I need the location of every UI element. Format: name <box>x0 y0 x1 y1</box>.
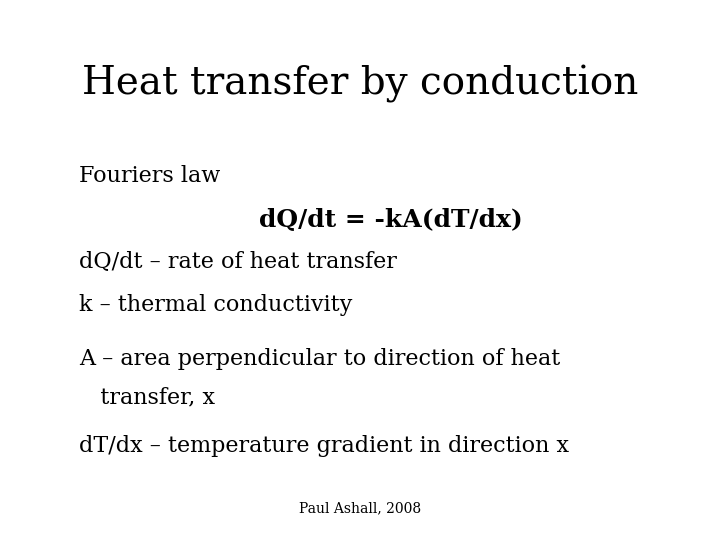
Text: dT/dx – temperature gradient in direction x: dT/dx – temperature gradient in directio… <box>79 435 570 457</box>
Text: Heat transfer by conduction: Heat transfer by conduction <box>82 65 638 103</box>
Text: A – area perpendicular to direction of heat: A – area perpendicular to direction of h… <box>79 348 560 370</box>
Text: Fouriers law: Fouriers law <box>79 165 220 187</box>
Text: k – thermal conductivity: k – thermal conductivity <box>79 294 353 316</box>
Text: Paul Ashall, 2008: Paul Ashall, 2008 <box>299 501 421 515</box>
Text: dQ/dt – rate of heat transfer: dQ/dt – rate of heat transfer <box>79 251 397 273</box>
Text: dQ/dt = -kA(dT/dx): dQ/dt = -kA(dT/dx) <box>259 208 523 232</box>
Text: transfer, x: transfer, x <box>79 386 215 408</box>
